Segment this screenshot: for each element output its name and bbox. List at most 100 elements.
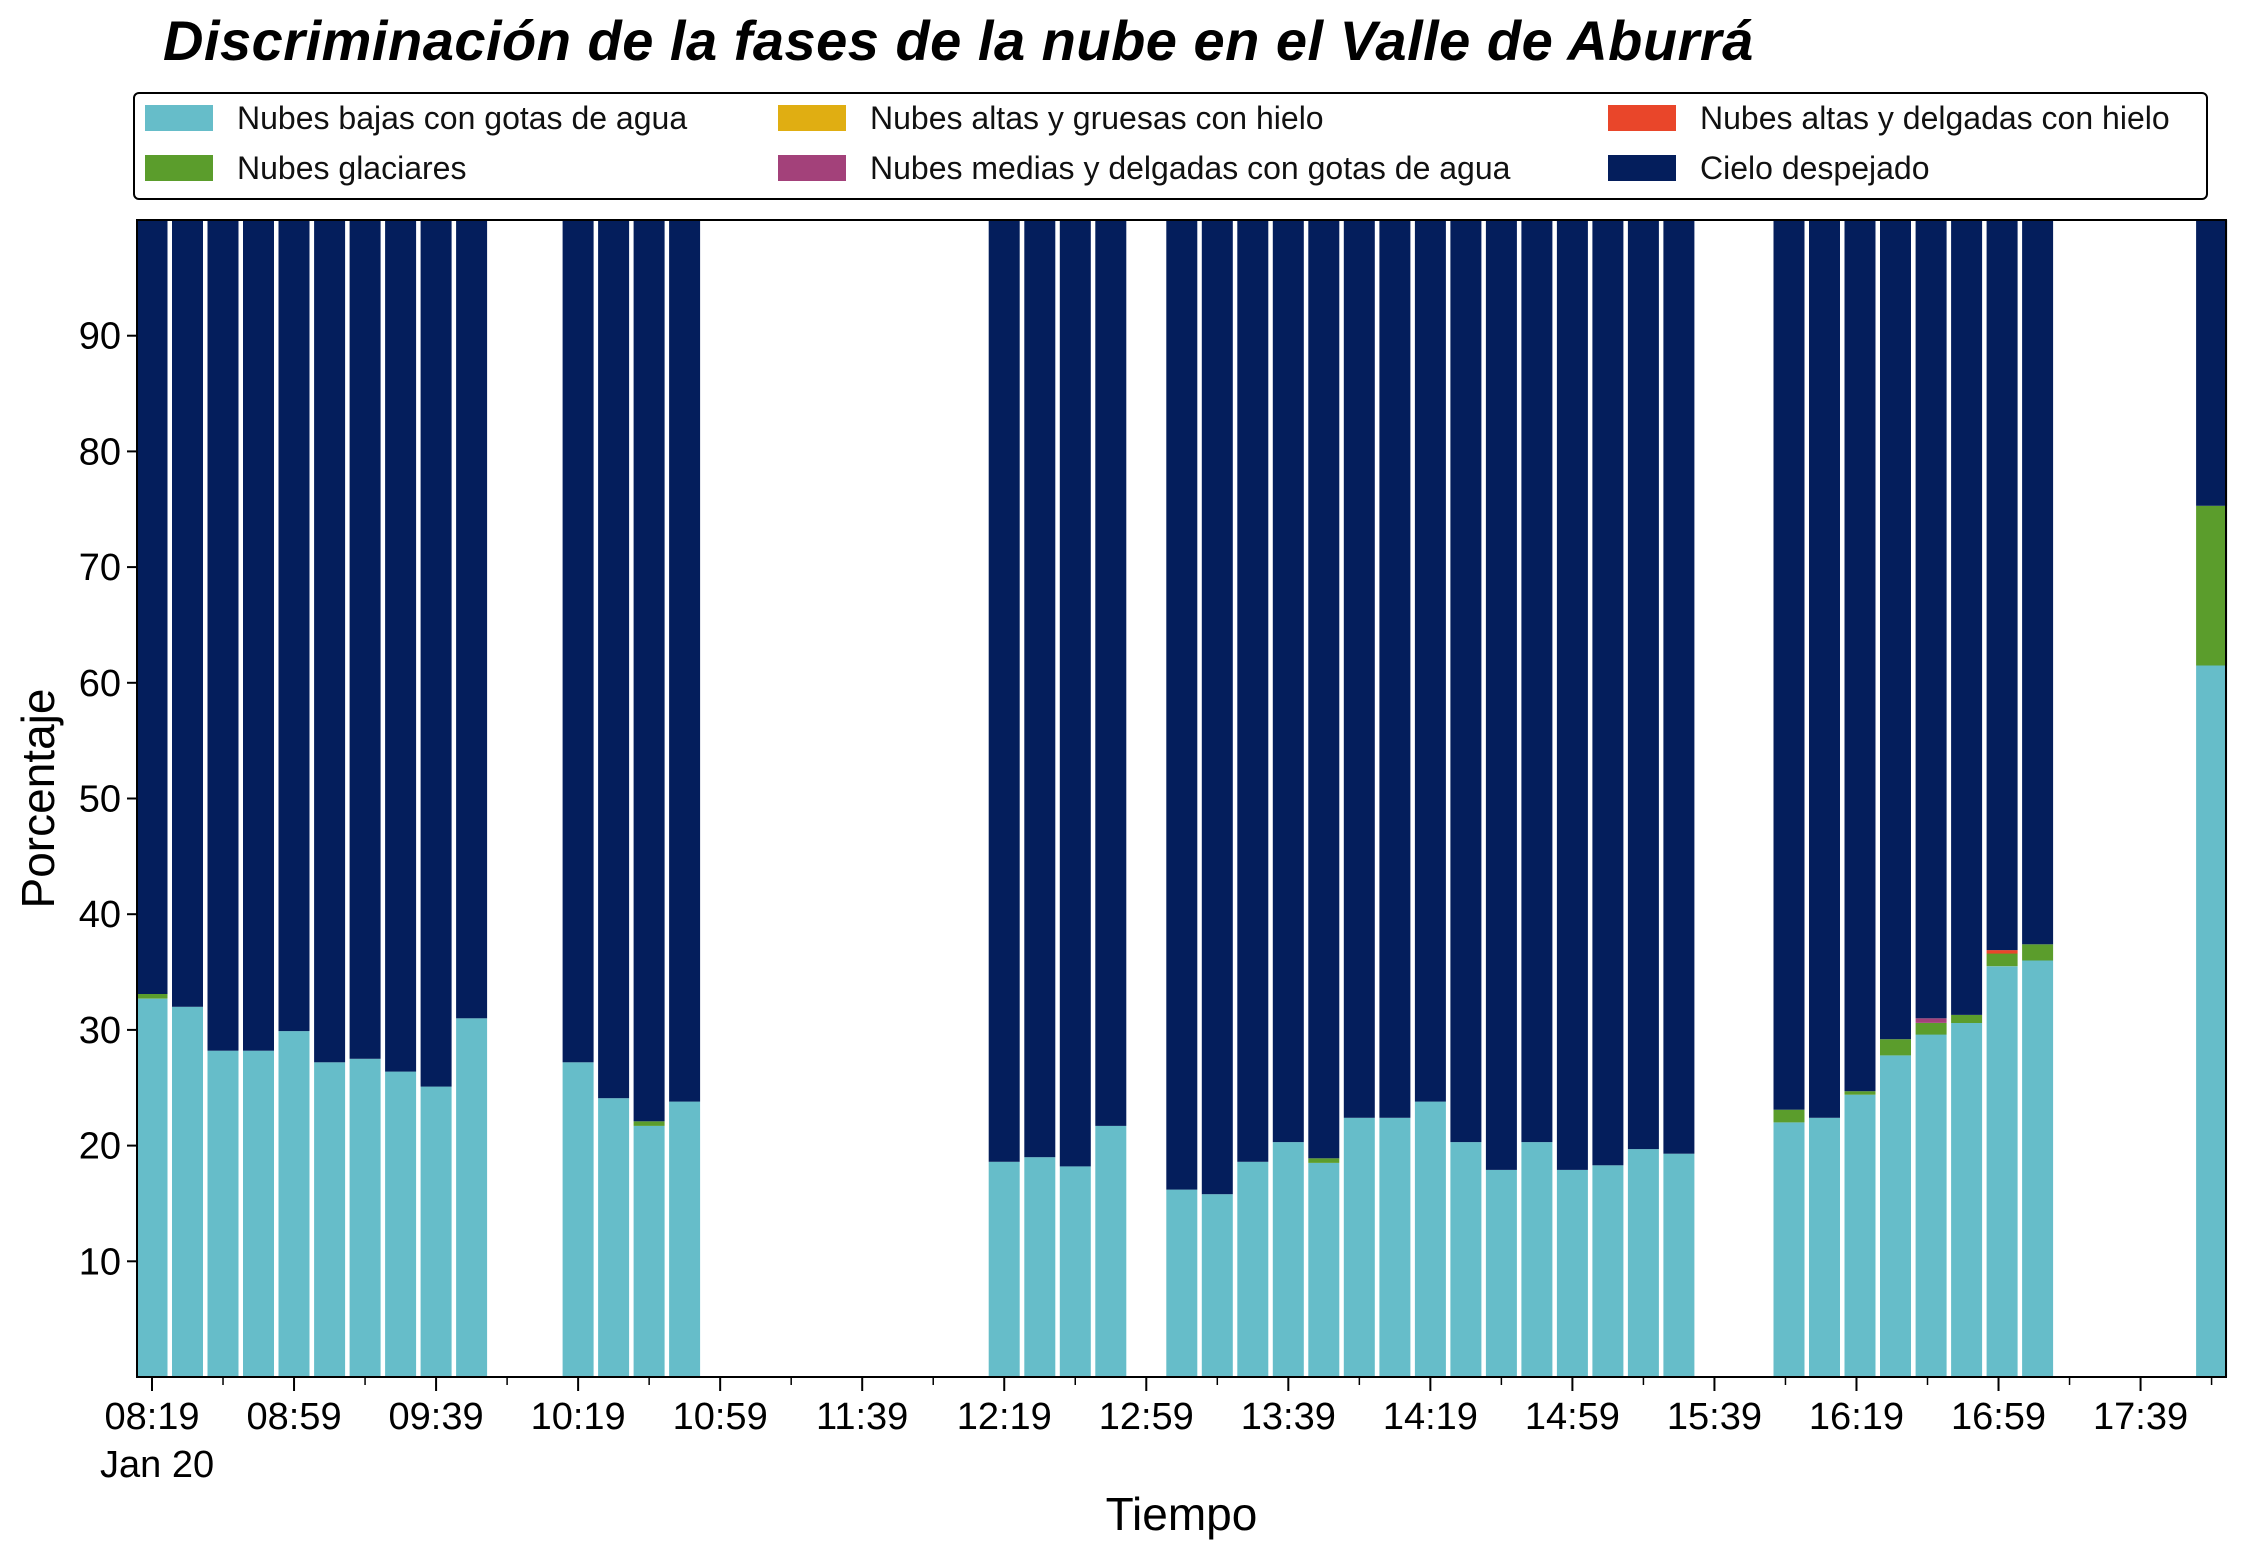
bar-segment: [349, 220, 381, 1059]
x-tick-label: 12:19: [957, 1396, 1052, 1438]
bar-segment: [1379, 1117, 1411, 1377]
bar-segment: [420, 220, 452, 1087]
x-tick-label: 14:19: [1383, 1396, 1478, 1438]
bar-segment: [1414, 1101, 1446, 1377]
x-tick-label: 10:19: [531, 1396, 626, 1438]
bars-layer: [136, 220, 2228, 1377]
bar-segment: [314, 1062, 346, 1377]
bar-segment: [136, 994, 168, 999]
bar-segment: [207, 1050, 239, 1377]
bar-segment: [2196, 505, 2228, 666]
bar-segment: [1986, 950, 2018, 954]
bar-segment: [669, 220, 701, 1102]
bar-segment: [2022, 960, 2054, 1377]
x-tick-label: 11:39: [816, 1396, 908, 1438]
bar-segment: [1166, 220, 1198, 1190]
bar-segment: [207, 220, 239, 1051]
bar-segment: [1059, 220, 1091, 1167]
x-tick-label: 08:19: [104, 1396, 199, 1438]
bar-segment: [562, 220, 594, 1063]
bar-segment: [1773, 220, 1805, 1110]
bar-segment: [1880, 1055, 1911, 1377]
x-tick-label: 10:59: [673, 1396, 768, 1438]
x-axis-title: Tiempo: [1106, 1488, 1258, 1540]
bar-segment: [2022, 220, 2054, 945]
bar-segment: [1627, 220, 1659, 1150]
bar-segment: [1915, 1018, 1947, 1023]
x-tick-label: 08:59: [246, 1396, 341, 1438]
bar-segment: [1308, 1158, 1340, 1163]
bar-segment: [2022, 944, 2054, 961]
bar-segment: [1024, 1157, 1056, 1377]
bar-segment: [385, 1071, 417, 1377]
legend-label: Nubes medias y delgadas con gotas de agu…: [870, 149, 1511, 186]
bar-segment: [1915, 1034, 1947, 1377]
x-tick-label: 16:59: [1951, 1396, 2046, 1438]
bar-segment: [1237, 1161, 1269, 1377]
legend-label: Nubes bajas con gotas de agua: [237, 99, 688, 136]
legend-item: Nubes medias y delgadas con gotas de agu…: [778, 146, 1510, 190]
bar-segment: [1414, 220, 1446, 1102]
bar-segment: [1343, 220, 1375, 1118]
bar-segment: [278, 220, 310, 1032]
bar-segment: [2196, 220, 2228, 506]
legend-label: Nubes altas y delgadas con hielo: [1700, 99, 2170, 136]
bar-segment: [633, 220, 665, 1122]
bar-segment: [1809, 220, 1840, 1118]
bar-segment: [1663, 220, 1695, 1154]
bar-segment: [1915, 1023, 1947, 1035]
y-tick-label: 50: [79, 779, 121, 821]
legend-swatch: [1608, 155, 1676, 181]
bar-segment: [1201, 220, 1233, 1195]
bar-segment: [669, 1101, 701, 1377]
y-tick-label: 60: [79, 663, 121, 705]
x-tick-label: 15:39: [1667, 1396, 1762, 1438]
bar-segment: [1556, 1169, 1588, 1377]
bar-segment: [1343, 1117, 1375, 1377]
legend-label: Nubes glaciares: [237, 149, 467, 186]
bar-segment: [1272, 220, 1304, 1143]
axes-layer: 10 20 30 40 50 60 70 80 90 08:19 08:59 09:39 10:19 10…: [12, 219, 2227, 1540]
y-tick-label: 70: [79, 547, 121, 589]
bar-segment: [456, 220, 488, 1019]
bar-segment: [1986, 966, 2018, 1377]
bar-segment: [278, 1031, 310, 1377]
x-tick-label: 13:39: [1241, 1396, 1336, 1438]
bar-segment: [349, 1058, 381, 1377]
bar-segment: [562, 1062, 594, 1377]
bar-segment: [1166, 1189, 1198, 1377]
bar-segment: [1809, 1117, 1840, 1377]
legend-swatch: [145, 105, 213, 131]
bar-segment: [1951, 1023, 1983, 1377]
bar-segment: [314, 220, 346, 1063]
x-tick-label: 17:39: [2093, 1396, 2188, 1438]
bar-segment: [2196, 665, 2228, 1377]
bar-segment: [1773, 1109, 1805, 1123]
bar-segment: [633, 1121, 665, 1126]
chart-title: Discriminación de la fases de la nube en…: [163, 9, 1754, 72]
bar-segment: [598, 220, 630, 1099]
y-tick-label: 80: [79, 431, 121, 473]
bar-segment: [1986, 953, 2018, 967]
bar-segment: [1095, 1125, 1127, 1377]
bar-segment: [1844, 1094, 1876, 1377]
bar-segment: [1272, 1142, 1304, 1377]
bar-segment: [1986, 220, 2018, 951]
bar-segment: [420, 1086, 452, 1377]
bar-segment: [1095, 220, 1127, 1126]
bar-segment: [988, 1161, 1020, 1377]
legend-swatch: [778, 155, 846, 181]
bar-segment: [633, 1125, 665, 1377]
bar-segment: [385, 220, 417, 1072]
y-tick-label: 90: [79, 316, 121, 358]
bar-segment: [1237, 220, 1269, 1162]
bar-segment: [1201, 1194, 1233, 1377]
y-tick-label: 30: [79, 1010, 121, 1052]
bar-segment: [988, 220, 1020, 1162]
bar-segment: [1627, 1149, 1659, 1377]
bar-segment: [1844, 1091, 1876, 1095]
legend-item: Nubes altas y gruesas con hielo: [778, 96, 1324, 140]
bar-segment: [1663, 1153, 1695, 1377]
legend-label: Cielo despejado: [1700, 149, 1930, 186]
y-tick-label: 40: [79, 894, 121, 936]
